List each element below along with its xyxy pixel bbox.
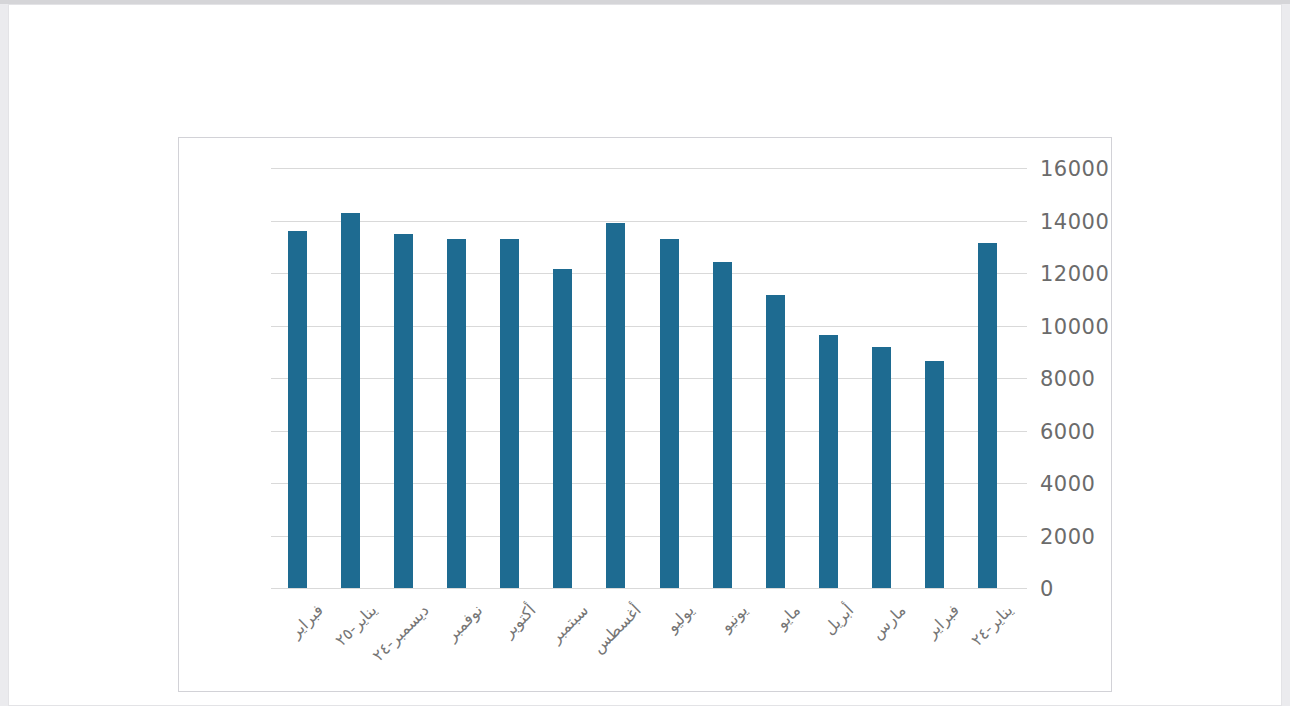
- bar: [447, 239, 466, 588]
- bar: [341, 213, 360, 588]
- bar: [766, 295, 785, 588]
- bar: [819, 335, 838, 588]
- bar: [500, 239, 519, 588]
- bar: [660, 239, 679, 588]
- bar: [606, 223, 625, 588]
- y-tick-label: 2000: [1040, 527, 1095, 548]
- bar: [288, 231, 307, 588]
- gridline: [271, 326, 1027, 327]
- gridline: [271, 378, 1027, 379]
- y-tick-label: 4000: [1040, 474, 1095, 495]
- y-tick-label: 10000: [1040, 317, 1109, 338]
- y-tick-label: 14000: [1040, 212, 1109, 233]
- y-tick-label: 8000: [1040, 369, 1095, 390]
- bar: [978, 243, 997, 588]
- y-tick-label: 12000: [1040, 264, 1109, 285]
- gridline: [271, 273, 1027, 274]
- bar: [553, 269, 572, 588]
- chart-panel[interactable]: 0200040006000800010000120001400016000 فب…: [178, 137, 1112, 692]
- bar: [713, 262, 732, 588]
- gridline: [271, 588, 1027, 589]
- y-tick-label: 16000: [1040, 159, 1109, 180]
- document-page: 0200040006000800010000120001400016000 فب…: [8, 4, 1282, 706]
- bar: [872, 347, 891, 588]
- gridline: [271, 431, 1027, 432]
- gridline: [271, 168, 1027, 169]
- y-tick-label: 0: [1040, 579, 1054, 600]
- gridline: [271, 221, 1027, 222]
- gridline: [271, 483, 1027, 484]
- gridline: [271, 536, 1027, 537]
- bar: [394, 234, 413, 588]
- bar: [925, 361, 944, 588]
- y-tick-label: 6000: [1040, 422, 1095, 443]
